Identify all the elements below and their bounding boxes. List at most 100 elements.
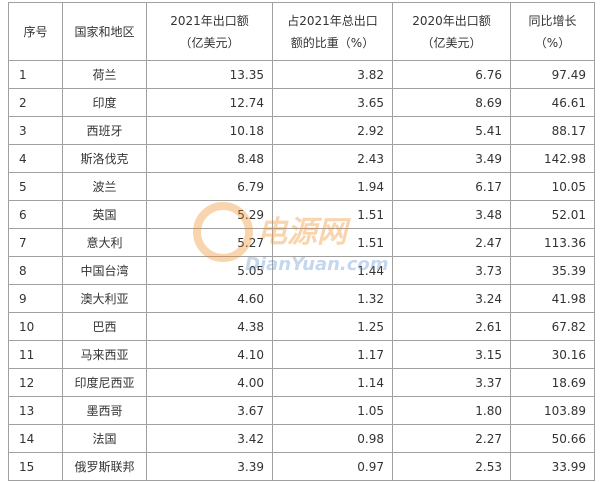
table-cell: 2.27 [392, 424, 511, 453]
table-cell: 印度 [62, 88, 147, 117]
table-cell: 1.05 [272, 396, 393, 425]
header-text: 序号 [23, 24, 48, 39]
table-row: 14 法国 3.42 0.98 2.27 50.66 [8, 424, 595, 453]
table-row: 6 英国 5.29 1.51 3.48 52.01 [8, 200, 595, 229]
table-cell: 2.43 [272, 144, 393, 173]
table-cell: 3.39 [146, 452, 273, 481]
table-cell: 6.76 [392, 60, 511, 89]
header-cell: 2021年出口额 （亿美元） [146, 2, 273, 61]
table-cell: 12 [8, 368, 63, 397]
table-cell: 4.38 [146, 312, 273, 341]
table-cell: 6.79 [146, 172, 273, 201]
table-cell: 8.69 [392, 88, 511, 117]
table-cell: 4 [8, 144, 63, 173]
table-cell: 3.24 [392, 284, 511, 313]
table-cell: 6 [8, 200, 63, 229]
table-cell: 142.98 [510, 144, 595, 173]
header-cell: 占2021年总出口 额的比重（%） [272, 2, 393, 61]
table-cell: 1 [8, 60, 63, 89]
table-cell: 印度尼西亚 [62, 368, 147, 397]
table-cell: 67.82 [510, 312, 595, 341]
table-row: 12 印度尼西亚 4.00 1.14 3.37 18.69 [8, 368, 595, 397]
table-row: 8 中国台湾 5.05 1.44 3.73 35.39 [8, 256, 595, 285]
table-cell: 33.99 [510, 452, 595, 481]
table-row: 2 印度 12.74 3.65 8.69 46.61 [8, 88, 595, 117]
table-cell: 35.39 [510, 256, 595, 285]
table-cell: 0.97 [272, 452, 393, 481]
table-cell: 4.60 [146, 284, 273, 313]
table-cell: 法国 [62, 424, 147, 453]
table-cell: 英国 [62, 200, 147, 229]
table-cell: 1.51 [272, 228, 393, 257]
table-cell: 1.94 [272, 172, 393, 201]
table-cell: 5.29 [146, 200, 273, 229]
table-cell: 14 [8, 424, 63, 453]
header-text: 同比增长 [528, 13, 577, 28]
table-row: 3 西班牙 10.18 2.92 5.41 88.17 [8, 116, 595, 145]
header-cell: 序号 [8, 2, 63, 61]
table-cell: 1.51 [272, 200, 393, 229]
data-table: 序号 国家和地区 2021年出口额 （亿美元） 占2021年总出口 额的比重（%） 2020… [8, 2, 595, 481]
table-row: 7 意大利 5.27 1.51 2.47 113.36 [8, 228, 595, 257]
table-cell: 5 [8, 172, 63, 201]
table-cell: 3.82 [272, 60, 393, 89]
table-cell: 3.48 [392, 200, 511, 229]
table-cell: 3.65 [272, 88, 393, 117]
table-cell: 斯洛伐克 [62, 144, 147, 173]
table-cell: 46.61 [510, 88, 595, 117]
table-cell: 12.74 [146, 88, 273, 117]
table-cell: 30.16 [510, 340, 595, 369]
table-cell: 3.37 [392, 368, 511, 397]
table-cell: 5.27 [146, 228, 273, 257]
table-cell: 2.92 [272, 116, 393, 145]
table-cell: 1.80 [392, 396, 511, 425]
table-cell: 6.17 [392, 172, 511, 201]
table-cell: 88.17 [510, 116, 595, 145]
table-cell: 41.98 [510, 284, 595, 313]
header-cell: 2020年出口额 （亿美元） [392, 2, 511, 61]
table-cell: 2.47 [392, 228, 511, 257]
header-cell: 同比增长 （%） [510, 2, 595, 61]
header-text: （亿美元） [179, 35, 240, 50]
table-cell: 3.49 [392, 144, 511, 173]
table-row: 10 巴西 4.38 1.25 2.61 67.82 [8, 312, 595, 341]
table-cell: 4.00 [146, 368, 273, 397]
table-cell: 4.10 [146, 340, 273, 369]
table-cell: 3.42 [146, 424, 273, 453]
table-row: 11 马来西亚 4.10 1.17 3.15 30.16 [8, 340, 595, 369]
table-cell: 1.44 [272, 256, 393, 285]
header-text: 国家和地区 [74, 24, 135, 39]
table-cell: 1.32 [272, 284, 393, 313]
table-cell: 2.61 [392, 312, 511, 341]
table-cell: 马来西亚 [62, 340, 147, 369]
table-cell: 巴西 [62, 312, 147, 341]
table-cell: 3 [8, 116, 63, 145]
table-cell: 波兰 [62, 172, 147, 201]
table-cell: 13 [8, 396, 63, 425]
table-cell: 10 [8, 312, 63, 341]
table-cell: 10.18 [146, 116, 273, 145]
header-text: （%） [534, 35, 571, 50]
table-cell: 3.15 [392, 340, 511, 369]
header-text: 2021年出口额 [170, 13, 249, 28]
table-cell: 荷兰 [62, 60, 147, 89]
header-text: 额的比重（%） [290, 35, 375, 50]
table-cell: 18.69 [510, 368, 595, 397]
table-cell: 2.53 [392, 452, 511, 481]
table-cell: 11 [8, 340, 63, 369]
table-cell: 50.66 [510, 424, 595, 453]
table-cell: 9 [8, 284, 63, 313]
table-cell: 西班牙 [62, 116, 147, 145]
table-cell: 8.48 [146, 144, 273, 173]
table-cell: 3.73 [392, 256, 511, 285]
table-row: 15 俄罗斯联邦 3.39 0.97 2.53 33.99 [8, 452, 595, 481]
table-cell: 1.25 [272, 312, 393, 341]
table-cell: 5.41 [392, 116, 511, 145]
header-cell: 国家和地区 [62, 2, 147, 61]
table-cell: 澳大利亚 [62, 284, 147, 313]
table-cell: 97.49 [510, 60, 595, 89]
table-cell: 15 [8, 452, 63, 481]
table-row: 4 斯洛伐克 8.48 2.43 3.49 142.98 [8, 144, 595, 173]
table-cell: 1.14 [272, 368, 393, 397]
header-row: 序号 国家和地区 2021年出口额 （亿美元） 占2021年总出口 额的比重（%） 2020… [8, 2, 595, 61]
